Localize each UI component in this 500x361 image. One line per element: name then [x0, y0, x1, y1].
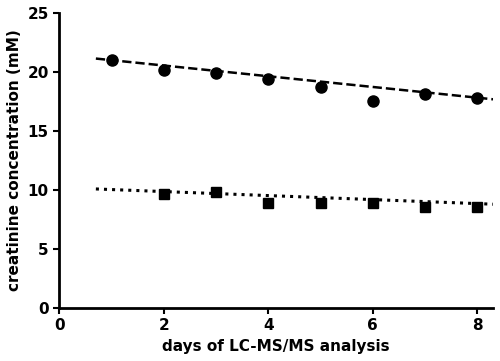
X-axis label: days of LC-MS/MS analysis: days of LC-MS/MS analysis [162, 339, 390, 354]
Y-axis label: creatinine concentration (mM): creatinine concentration (mM) [7, 30, 22, 291]
